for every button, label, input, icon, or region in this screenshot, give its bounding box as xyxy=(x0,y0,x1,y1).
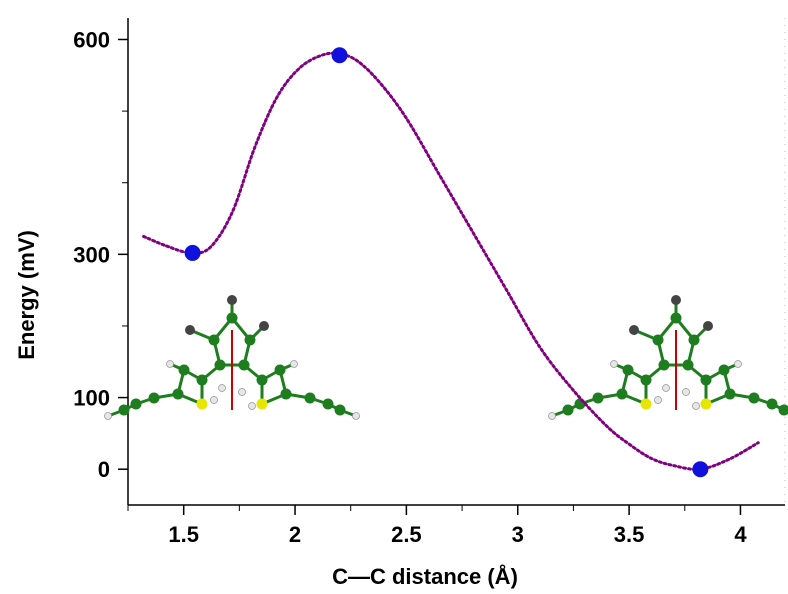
molecule-atom xyxy=(238,359,250,371)
molecule-atom xyxy=(280,388,292,400)
molecule-atom xyxy=(703,321,713,331)
molecule-atom xyxy=(148,392,160,404)
molecule-atom xyxy=(130,398,142,410)
molecule-atom xyxy=(548,412,556,420)
molecule-atom xyxy=(274,364,286,376)
x-tick-label: 1.5 xyxy=(168,522,199,547)
stationary-point xyxy=(692,461,709,478)
y-axis-ticks: 0 100 300 600 xyxy=(73,27,128,482)
molecule-atom xyxy=(610,360,618,368)
y-tick-label: 300 xyxy=(73,242,110,267)
molecule-atom xyxy=(654,396,662,404)
molecule-structure-right xyxy=(548,295,788,420)
x-axis-ticks: 1.5 2 2.5 3 3.5 4 xyxy=(127,505,747,547)
molecule-atom xyxy=(227,295,237,305)
x-tick-label: 3.5 xyxy=(614,522,645,547)
x-axis-title: C—C distance (Å) xyxy=(332,563,518,589)
x-tick-label: 4 xyxy=(734,522,747,547)
molecule-atom xyxy=(640,398,652,410)
molecule-atom xyxy=(700,374,712,386)
y-tick-label: 600 xyxy=(73,27,110,52)
molecule-atom xyxy=(629,325,639,335)
molecule-atom xyxy=(290,360,298,368)
x-tick-label: 3 xyxy=(512,522,524,547)
y-axis-title: Energy (mV) xyxy=(14,230,39,360)
molecule-atom xyxy=(248,402,256,410)
stationary-point xyxy=(331,47,348,64)
molecule-atom xyxy=(640,374,652,386)
molecule-atom xyxy=(692,402,700,410)
molecule-atom xyxy=(214,359,226,371)
molecule-atom xyxy=(304,392,316,404)
molecule-atom xyxy=(748,392,760,404)
molecule-atom xyxy=(208,334,220,346)
stationary-points xyxy=(184,47,709,478)
y-tick-label: 0 xyxy=(98,457,110,482)
molecule-atom xyxy=(166,360,174,368)
molecule-atom xyxy=(688,334,700,346)
molecule-structure-left xyxy=(104,295,360,420)
molecule-atom xyxy=(259,321,269,331)
stationary-point xyxy=(184,244,201,261)
molecule-atom xyxy=(244,334,256,346)
molecule-atom xyxy=(210,396,218,404)
molecule-atom xyxy=(682,388,690,396)
molecule-atom xyxy=(238,388,246,396)
molecule-atom xyxy=(734,360,742,368)
molecule-atom xyxy=(196,398,208,410)
molecule-atom xyxy=(670,312,682,324)
molecule-atom xyxy=(682,359,694,371)
molecule-atom xyxy=(658,359,670,371)
x-tick-label: 2.5 xyxy=(391,522,422,547)
molecule-atom xyxy=(178,364,190,376)
molecule-atom xyxy=(778,404,788,416)
molecule-atom xyxy=(718,364,730,376)
molecule-atom xyxy=(662,384,670,392)
molecule-atom xyxy=(562,404,574,416)
molecule-atom xyxy=(256,374,268,386)
molecule-atom xyxy=(118,404,130,416)
molecule-atom xyxy=(226,312,238,324)
molecule-atom xyxy=(172,388,184,400)
molecule-atom xyxy=(322,398,334,410)
molecule-atom xyxy=(352,412,360,420)
y-tick-label: 100 xyxy=(73,386,110,411)
molecule-atom xyxy=(334,404,346,416)
molecule-atom xyxy=(671,295,681,305)
molecule-atom xyxy=(724,388,736,400)
molecule-atom xyxy=(104,412,112,420)
molecule-atom xyxy=(218,384,226,392)
molecule-atom xyxy=(592,392,604,404)
molecule-atom xyxy=(256,398,268,410)
molecule-atom xyxy=(700,398,712,410)
molecule-atom xyxy=(196,374,208,386)
molecule-atom xyxy=(766,398,778,410)
molecule-atom xyxy=(616,388,628,400)
axes xyxy=(127,18,786,506)
x-tick-label: 2 xyxy=(289,522,301,547)
energy-curve xyxy=(142,51,760,471)
molecule-atom xyxy=(622,364,634,376)
molecule-atom xyxy=(185,325,195,335)
molecule-atom xyxy=(652,334,664,346)
